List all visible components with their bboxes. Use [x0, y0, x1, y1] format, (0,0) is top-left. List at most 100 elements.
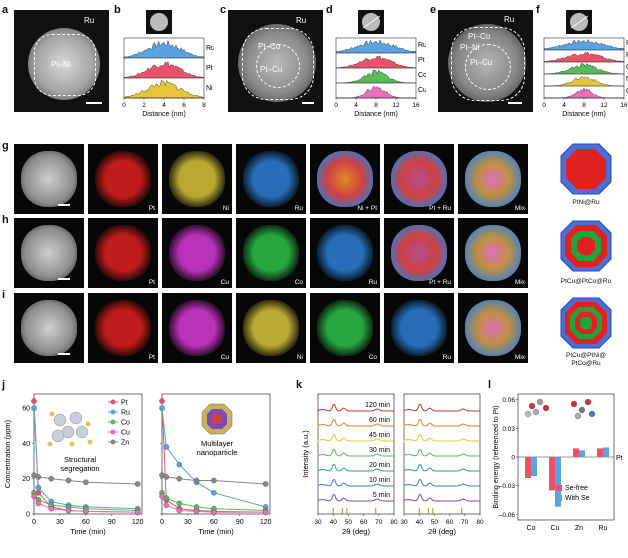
trace-label-ni: Ni	[206, 85, 213, 92]
plot-frame-1	[33, 393, 143, 515]
label-ptco-c: Pt–Co	[258, 42, 281, 51]
trace-fill-pt	[543, 51, 625, 63]
model-label-3: PtCu@PtNi@ PtCo@Ru	[546, 352, 626, 368]
map-tile-g-pt-ru: Pt + Ru	[384, 144, 454, 214]
trace-ru	[123, 39, 205, 59]
facet-outline-c-inner	[256, 44, 300, 88]
xrd-frame-1	[317, 393, 395, 515]
map-signal	[391, 151, 447, 207]
scale-bar	[58, 278, 70, 280]
facet-outline-e-inner	[465, 44, 511, 90]
y-tick-label: 0	[26, 512, 30, 519]
segregated-particle	[53, 413, 67, 427]
y-tick-label: 60	[22, 406, 30, 413]
x-tick-label: 90	[236, 519, 244, 526]
profile-scan-line	[362, 15, 381, 29]
x-axis-label: Time (min)	[70, 527, 106, 536]
trace-label-pt: Pt	[206, 65, 213, 72]
adsorption-atom	[536, 398, 544, 406]
data-point-zn	[134, 481, 141, 487]
panel-label-e: e	[430, 4, 437, 16]
y-tick-label: –0.06	[499, 512, 516, 519]
y-axis-label: Intensity (a.u.)	[301, 430, 310, 478]
series-line-ru	[33, 408, 138, 510]
category-label-cu: Cu	[551, 525, 560, 532]
data-point-cu	[48, 505, 55, 512]
atomic-model-ptcu-ptco-ru	[560, 220, 612, 272]
x-tick-label: 0	[32, 519, 36, 526]
map-signal	[243, 300, 299, 356]
map-label: Ru	[442, 354, 451, 361]
map-signal	[391, 225, 447, 281]
trace-ni	[123, 79, 205, 99]
label-ptcu-c: Pt–Cu	[260, 65, 283, 74]
map-label: Pt	[148, 205, 155, 212]
data-point-zn	[35, 474, 42, 480]
map-tile-i-ru: Ru	[384, 293, 454, 363]
map-signal	[169, 151, 225, 207]
legend-marker-ru	[110, 409, 116, 415]
data-point-ru	[35, 484, 42, 491]
legend-swatch-1	[556, 495, 562, 501]
panel-label-f: f	[536, 4, 540, 16]
adsorption-atom	[532, 408, 540, 416]
map-tile-h-co: Co	[236, 218, 306, 288]
trace-fill-ru	[123, 39, 205, 59]
xrd-time-label: 45 min	[369, 432, 390, 439]
trace-fill-cu	[544, 87, 624, 99]
x-tick-label: 4	[562, 102, 566, 109]
trace-fill-ru	[543, 39, 625, 51]
y-tick-label: 20	[22, 476, 30, 483]
x-tick-label: 60	[82, 519, 90, 526]
trace-fill-ni	[544, 76, 624, 87]
label-ru-c: Ru	[296, 16, 307, 25]
x-tick-label: 90	[108, 519, 116, 526]
map-tile-g-pt: Pt	[88, 144, 158, 214]
x-tick-label: 60	[360, 519, 368, 526]
x-tick-label: 120	[260, 519, 272, 526]
label-ptni-a: Pt–Ni	[51, 60, 71, 69]
xrd-pattern	[403, 404, 480, 412]
x-tick-label: 12	[600, 102, 608, 109]
map-tile-g-ni-pt: Ni + Pt	[310, 144, 380, 214]
x-axis-label: Distance (nm)	[142, 111, 186, 118]
haadf-particle	[21, 151, 77, 207]
facet-outline-c-outer	[242, 28, 314, 100]
xrd-pattern	[317, 419, 394, 427]
map-label: Pt + Ru	[429, 205, 451, 212]
trace-co	[336, 69, 416, 84]
map-signal	[169, 300, 225, 356]
x-tick-label: 8	[202, 102, 206, 109]
xrd-time-label: 5 min	[373, 492, 390, 499]
x-tick-label: 70	[461, 519, 469, 526]
tem-image-e: Ru Pt–Co Pt–Ni Pt–Cu	[438, 10, 533, 112]
map-label: Pt	[148, 354, 155, 361]
label-ptcu-e: Pt–Cu	[470, 58, 493, 67]
xrd-pattern	[317, 464, 394, 472]
adsorption-atom	[584, 398, 592, 406]
bar-ru-se-free	[597, 448, 603, 457]
panel-label-h: h	[2, 214, 9, 226]
map-tile-h-cu: Cu	[162, 218, 232, 288]
scale-bar-e	[508, 102, 522, 104]
map-tile-g-ni: Ni	[162, 144, 232, 214]
x-tick-label: 50	[345, 519, 353, 526]
trace-fill-cu	[336, 86, 416, 99]
map-signal	[317, 151, 373, 207]
map-signal	[243, 225, 299, 281]
xrd-time-label: 120 min	[365, 402, 390, 409]
data-point-zn	[48, 475, 55, 482]
map-signal	[317, 300, 373, 356]
series-line-pt	[161, 401, 266, 513]
data-point-pt	[31, 398, 37, 404]
map-tile-h-pt-ru: Pt + Ru	[384, 218, 454, 288]
segregated-atom	[47, 441, 53, 447]
trace-fill-co	[543, 63, 625, 75]
map-signal	[465, 300, 521, 356]
trace-fill-co	[336, 69, 416, 84]
map-signal	[243, 151, 299, 207]
adsorption-atom	[574, 412, 582, 420]
x-axis-label: 2θ (deg)	[428, 527, 456, 536]
x-axis-label: Distance (nm)	[562, 111, 606, 118]
trace-cu	[336, 86, 416, 99]
